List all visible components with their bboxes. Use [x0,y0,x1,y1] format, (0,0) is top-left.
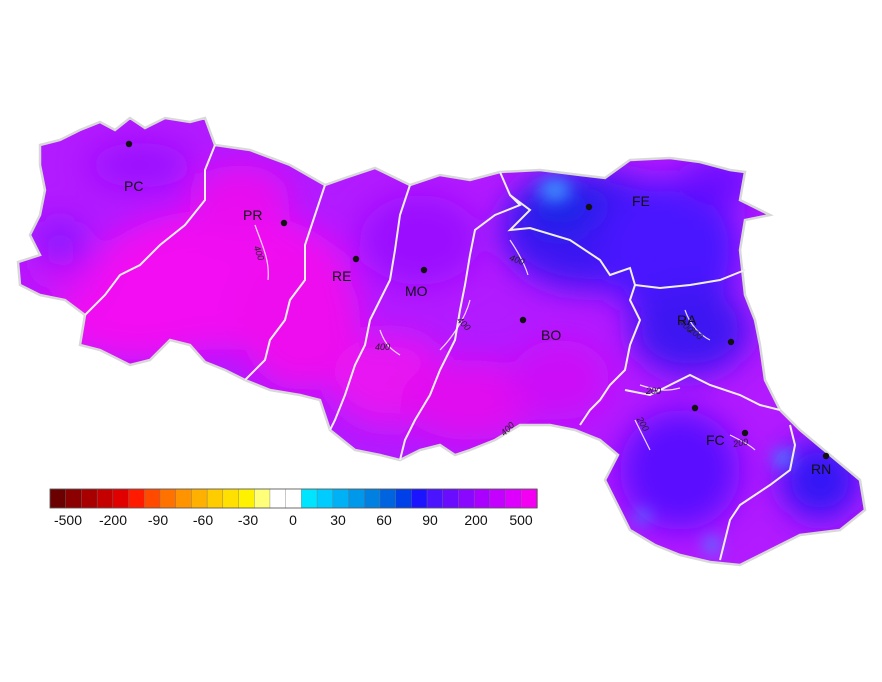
boundary-re-mo [329,184,411,431]
city-label-mo: MO [405,283,428,299]
boundary-pr-re [244,184,326,381]
city-dot-cesena [741,429,749,437]
city-label-pr: PR [243,207,262,223]
legend-swatch [49,488,67,509]
city-label-rn: RN [811,461,831,477]
legend-swatch [363,488,381,509]
legend-swatch [348,488,365,509]
legend-swatch [379,488,397,509]
legend-swatch [175,488,193,509]
legend-ticks: -500 -200 -90 -60 -30 0 30 60 90 200 500 [54,512,533,528]
contour-label: 200 [645,386,661,396]
legend-border [49,488,538,509]
boundary-fc-rn [719,424,797,561]
legend-swatch [128,488,145,509]
legend-swatch [65,488,83,509]
legend-swatches [49,488,538,509]
city-dot-mo [420,266,428,274]
legend-swatch [458,488,475,509]
city-dot-fe [585,203,593,211]
city-dot-rn [822,452,830,460]
legend-swatch [269,488,287,509]
contour-label: 400 [375,342,390,352]
legend-tick-label: 500 [509,512,533,528]
legend-swatch [96,488,114,509]
city-label-pc: PC [124,178,143,194]
legend-swatch [505,488,522,509]
legend-swatch [316,488,334,509]
legend-tick-label: 60 [376,512,392,528]
legend-swatch [426,488,444,509]
anomaly-field [18,118,865,565]
legend-swatch [191,488,208,509]
legend-swatch [238,488,255,509]
legend-swatch [206,488,224,509]
legend-tick-label: -500 [54,512,82,528]
legend-tick-label: 200 [464,512,488,528]
legend-swatch [159,488,177,509]
legend-tick-label: -60 [193,512,213,528]
legend-swatch [222,488,240,509]
contour-label: 400 [252,244,267,262]
legend-swatch [254,488,271,509]
legend-swatch [81,488,98,509]
legend-tick-label: -30 [238,512,258,528]
boundary-fe-ra [634,269,746,290]
city-label-fc: FC [706,432,725,448]
color-legend: -500 -200 -90 -60 -30 0 30 60 90 200 500 [49,488,538,528]
legend-swatch [411,488,428,509]
city-dot-re [352,255,360,263]
legend-tick-label: 90 [422,512,438,528]
boundary-mo-bo [399,171,522,461]
city-dot-fc [691,404,699,412]
legend-swatch [473,488,491,509]
province-boundaries [84,144,797,561]
legend-tick-label: -200 [99,512,127,528]
legend-swatch [112,488,130,509]
boundary-bo-fe [507,194,636,286]
city-label-fe: FE [632,193,650,209]
boundary-pc-pr [84,144,216,316]
city-label-re: RE [332,268,351,284]
city-label-ra: RA [677,312,697,328]
legend-swatch [332,488,350,509]
contour-lines [254,224,756,451]
legend-swatch [395,488,413,509]
legend-swatch [489,488,507,509]
boundary-bo-ra [579,284,642,426]
province-markers: PC PR RE MO BO FE RA FC RN [124,140,831,477]
legend-swatch [144,488,161,509]
legend-swatch [301,488,318,509]
legend-tick-label: 0 [289,512,297,528]
city-dot-pc [125,140,133,148]
legend-swatch [285,488,303,509]
boundary-ra-fc [624,373,781,411]
city-dot-ra [727,338,735,346]
legend-swatch [442,488,460,509]
legend-swatch [521,488,538,509]
legend-tick-label: -90 [148,512,168,528]
city-label-bo: BO [541,327,561,343]
legend-tick-label: 30 [330,512,346,528]
city-dot-bo [519,316,527,324]
contour-label: 200 [731,437,749,450]
contour-label: 400 [508,253,526,268]
city-dot-pr [280,219,288,227]
